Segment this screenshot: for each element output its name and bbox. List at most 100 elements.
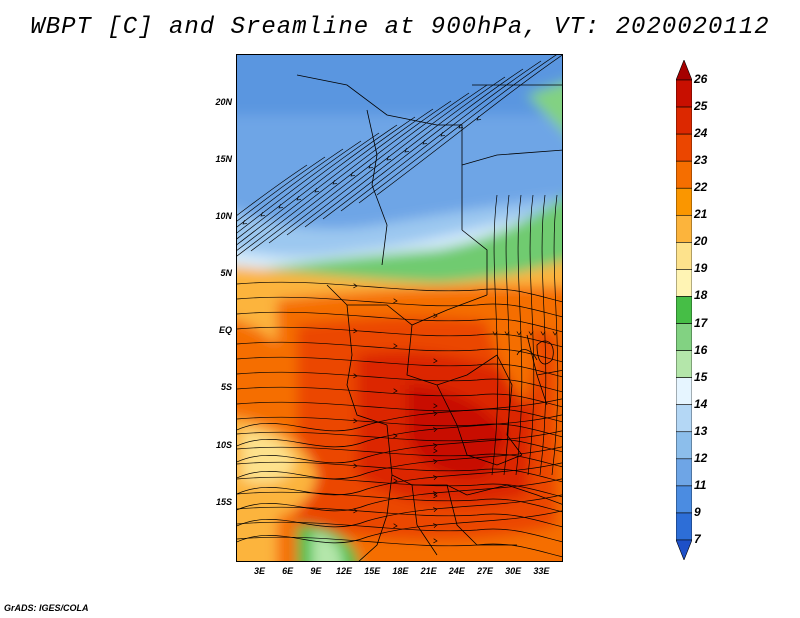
- streamline: [237, 446, 562, 468]
- colorbar-swatch: [676, 106, 692, 135]
- streamline-arrow: [433, 507, 438, 513]
- streamline-arrow: [433, 411, 438, 417]
- streamline-arrow: [433, 475, 438, 481]
- streamline: [237, 431, 562, 453]
- colorbar-swatch: [676, 187, 692, 216]
- lon-tick-label: 24E: [448, 566, 465, 576]
- streamline: [515, 194, 523, 476]
- streamlines: [237, 55, 562, 558]
- lon-tick-label: 21E: [420, 566, 437, 576]
- colorbar-label: 16: [694, 342, 708, 357]
- colorbar-label: 11: [694, 477, 707, 492]
- streamline-arrow: [296, 196, 302, 201]
- colorbar-swatch: [676, 539, 692, 560]
- streamline: [237, 401, 562, 423]
- colorbar-label: 14: [694, 396, 708, 411]
- streamline: [237, 341, 562, 363]
- colorbar-swatch: [676, 485, 692, 514]
- streamline-arrow: [433, 523, 438, 529]
- colorbar-swatch: [676, 512, 692, 541]
- colorbar-swatch: [676, 160, 692, 189]
- lon-tick-label: 3E: [253, 566, 265, 576]
- colorbar-label: 18: [694, 288, 708, 303]
- streamline: [237, 326, 562, 348]
- lon-tick-label: 33E: [533, 566, 550, 576]
- streamline: [237, 414, 562, 448]
- colorbar-swatch: [676, 214, 692, 243]
- streamline: [237, 430, 562, 464]
- colorbar-swatch: [676, 79, 692, 108]
- streamline-arrow: [393, 298, 398, 304]
- colorbar-label: 15: [694, 369, 708, 384]
- streamline: [237, 108, 434, 257]
- streamline: [237, 398, 562, 432]
- streamline: [237, 446, 562, 480]
- colorbar-label: 17: [694, 315, 708, 330]
- streamline: [237, 148, 344, 228]
- lat-tick-label: 10N: [215, 211, 232, 222]
- country-borders: [296, 74, 562, 561]
- streamline-arrow: [552, 331, 558, 336]
- streamline: [491, 194, 499, 476]
- streamline-arrow: [332, 180, 338, 185]
- streamline-arrow: [393, 523, 398, 529]
- grads-credit: GrADS: IGES/COLA: [4, 603, 89, 613]
- streamline-arrow: [440, 132, 446, 137]
- colorbar-label: 23: [694, 153, 708, 168]
- wbpt-streamline-map: [237, 55, 562, 561]
- streamline: [237, 156, 326, 222]
- streamline-arrow: [516, 331, 522, 336]
- streamline: [527, 194, 535, 476]
- streamline: [237, 386, 562, 408]
- streamline-arrow: [278, 204, 284, 209]
- colorbar-label: 24: [694, 126, 708, 141]
- lat-tick-label: EQ: [218, 325, 232, 336]
- colorbar-label: 22: [694, 180, 708, 195]
- streamline: [237, 281, 562, 303]
- streamline: [539, 194, 547, 476]
- streamline: [286, 84, 488, 236]
- map-panel: [236, 54, 563, 562]
- lat-tick-label: 15N: [215, 154, 232, 165]
- streamline: [237, 311, 562, 333]
- streamline: [237, 371, 562, 393]
- streamline-arrow: [314, 188, 320, 193]
- streamline: [358, 55, 557, 204]
- lon-tick-label: 15E: [364, 566, 381, 576]
- colorbar-label: 25: [694, 99, 708, 114]
- streamline-arrow: [433, 459, 438, 465]
- streamline-arrow: [433, 491, 438, 497]
- streamline: [376, 55, 562, 196]
- streamline: [237, 491, 562, 513]
- streamline-arrow: [476, 116, 482, 121]
- streamline-arrow: [504, 331, 510, 336]
- streamline: [322, 68, 524, 220]
- streamline-arrow: [433, 358, 438, 364]
- streamline: [237, 506, 562, 528]
- streamline: [237, 164, 308, 216]
- streamline-arrow: [353, 328, 358, 334]
- streamline-arrow: [353, 418, 358, 424]
- colorbar-swatch: [676, 323, 692, 351]
- lon-tick-label: 18E: [392, 566, 409, 576]
- colorbar-label: 26: [694, 72, 708, 86]
- streamline-arrow: [492, 331, 498, 336]
- streamline-arrow: [350, 172, 356, 177]
- lat-tick-label: 10S: [215, 439, 232, 450]
- streamline-arrow: [393, 388, 398, 394]
- streamline-arrow: [386, 156, 392, 161]
- lon-tick-label: 30E: [505, 566, 522, 576]
- streamline-arrow: [368, 164, 374, 169]
- streamline-arrow: [433, 493, 438, 499]
- colorbar-swatch: [676, 350, 692, 378]
- lat-tick-label: 15S: [215, 496, 232, 507]
- streamline-arrow: [260, 212, 266, 217]
- streamline: [237, 461, 562, 483]
- streamline-arrow: [242, 220, 248, 225]
- streamline: [551, 194, 559, 476]
- streamline: [237, 296, 562, 318]
- lat-tick-label: 20N: [215, 97, 232, 108]
- colorbar-label: 12: [694, 450, 708, 465]
- streamline-arrow: [353, 283, 358, 289]
- streamline-arrow: [353, 508, 358, 514]
